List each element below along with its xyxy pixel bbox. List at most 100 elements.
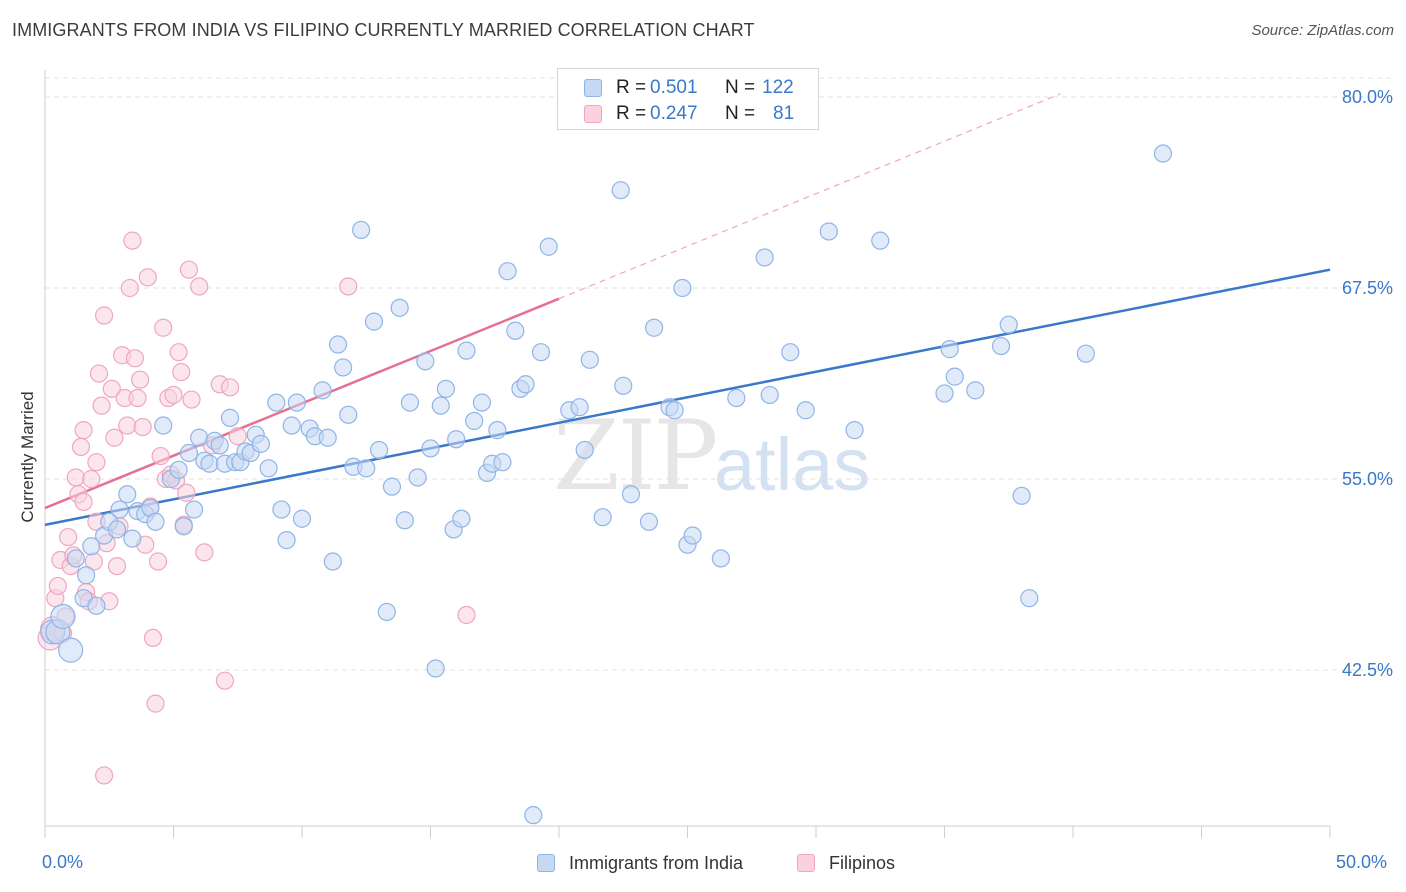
point-filipinos: [82, 469, 101, 489]
y-tick-labels: 42.5% 55.0% 67.5% 80.0%: [1342, 87, 1393, 680]
point-filipinos: [59, 527, 78, 547]
point-filipinos: [339, 277, 358, 296]
point-india: [357, 459, 376, 478]
source-label: Source: ZipAtlas.com: [1251, 22, 1394, 39]
point-filipinos: [146, 694, 165, 713]
legend-swatch-filipinos: [584, 105, 602, 123]
watermark-atlas: atlas: [714, 423, 871, 506]
point-india: [819, 222, 838, 241]
point-india: [382, 477, 402, 496]
point-india: [452, 509, 471, 528]
point-india: [614, 376, 633, 395]
point-india: [66, 549, 85, 568]
point-filipinos: [107, 556, 127, 576]
point-filipinos: [95, 766, 114, 785]
point-india: [318, 428, 337, 447]
legend-swatch-india: [584, 79, 602, 97]
point-india: [945, 367, 964, 386]
point-india: [190, 428, 209, 447]
point-india: [760, 385, 779, 405]
point-filipinos: [154, 318, 173, 337]
legend-r-value: 0.501: [650, 77, 698, 98]
point-filipinos: [48, 576, 67, 596]
bottom-legend-label-india: Immigrants from India: [569, 853, 744, 873]
y-tick-label: 55.0%: [1342, 469, 1393, 489]
point-india: [506, 321, 525, 340]
point-india: [539, 237, 558, 256]
point-india: [673, 278, 692, 298]
point-filipinos: [123, 231, 142, 250]
point-india: [118, 485, 137, 504]
point-india: [447, 430, 466, 449]
y-tick-label: 80.0%: [1342, 87, 1393, 107]
point-india: [313, 381, 332, 400]
point-india: [683, 526, 702, 545]
point-filipinos: [457, 605, 476, 625]
point-filipinos: [120, 278, 139, 298]
legend-n-label: N =: [725, 77, 756, 98]
trend-line-india: [44, 268, 1331, 527]
gridlines: [45, 77, 1393, 671]
legend-r-label: R =: [616, 77, 647, 98]
point-filipinos: [87, 453, 106, 472]
point-india: [154, 416, 173, 435]
legend-row-india: R = 0.501 N = 122: [558, 75, 818, 101]
point-india: [184, 500, 204, 519]
point-india: [334, 358, 353, 377]
point-filipinos: [130, 370, 150, 389]
bottom-legend-swatch-india: [537, 854, 555, 872]
point-filipinos: [190, 277, 209, 296]
point-india: [781, 343, 800, 362]
point-filipinos: [125, 349, 145, 368]
point-india: [339, 405, 358, 424]
point-india: [580, 350, 599, 369]
point-india: [436, 379, 456, 398]
point-filipinos: [92, 396, 111, 415]
point-india: [77, 566, 96, 585]
point-india: [107, 520, 127, 539]
point-india: [966, 381, 985, 400]
legend-r-value: 0.247: [650, 103, 698, 124]
stats-legend: R = 0.501 N = 122 R = 0.247 N = 81: [557, 68, 819, 130]
point-filipinos: [71, 437, 91, 457]
point-india: [364, 312, 384, 331]
point-india: [210, 436, 229, 455]
point-india: [796, 401, 815, 420]
point-india: [493, 453, 512, 472]
legend-row-filipinos: R = 0.247 N = 81: [558, 101, 818, 127]
point-india: [871, 231, 890, 250]
point-india: [277, 531, 296, 550]
point-filipinos: [169, 343, 188, 362]
point-india: [457, 341, 476, 360]
legend-n-label: N =: [725, 103, 756, 124]
point-india: [282, 416, 301, 435]
point-india: [87, 596, 106, 615]
point-india: [370, 440, 389, 460]
bottom-legend-india: Immigrants from India: [537, 852, 787, 876]
point-india: [169, 460, 188, 479]
bottom-legend-label-filipinos: Filipinos: [829, 853, 896, 873]
y-tick-label: 42.5%: [1342, 660, 1393, 680]
point-india: [58, 637, 84, 663]
point-filipinos: [151, 446, 170, 466]
point-india: [174, 517, 193, 536]
point-india: [259, 459, 278, 478]
point-india: [644, 318, 664, 337]
legend-r-label: R =: [616, 103, 647, 124]
point-india: [416, 352, 435, 371]
point-india: [426, 659, 445, 678]
point-filipinos: [133, 417, 152, 437]
point-india: [465, 411, 484, 431]
point-india: [639, 512, 659, 531]
point-filipinos: [138, 268, 157, 287]
point-india: [323, 552, 342, 571]
point-india: [524, 806, 543, 825]
point-filipinos: [179, 260, 199, 279]
point-india: [50, 603, 76, 630]
point-filipinos: [220, 378, 240, 397]
data-points: [37, 144, 1173, 825]
point-filipinos: [118, 416, 137, 435]
point-india: [621, 485, 641, 504]
point-india: [82, 537, 101, 556]
